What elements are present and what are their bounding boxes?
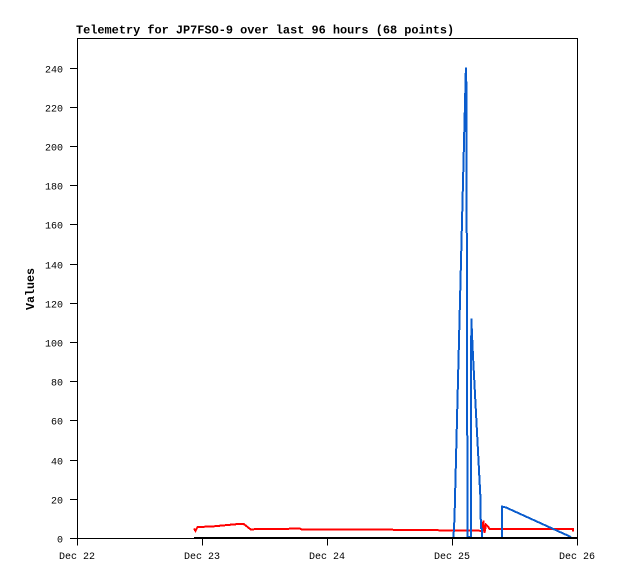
svg-text:80: 80: [51, 379, 63, 390]
svg-text:Values: Values: [24, 268, 38, 310]
svg-text:20: 20: [51, 497, 63, 508]
svg-text:120: 120: [45, 301, 63, 312]
svg-text:Dec 22: Dec 22: [59, 552, 95, 563]
svg-text:200: 200: [45, 144, 63, 155]
svg-text:220: 220: [45, 105, 63, 116]
svg-text:0: 0: [57, 536, 63, 547]
svg-text:100: 100: [45, 340, 63, 351]
svg-text:240: 240: [45, 66, 63, 77]
svg-text:40: 40: [51, 458, 63, 469]
svg-text:Telemetry for JP7FSO-9 over la: Telemetry for JP7FSO-9 over last 96 hour…: [76, 24, 454, 38]
svg-text:180: 180: [45, 183, 63, 194]
svg-text:Dec 25: Dec 25: [434, 552, 470, 563]
svg-text:60: 60: [51, 418, 63, 429]
svg-text:140: 140: [45, 262, 63, 273]
svg-text:Dec 24: Dec 24: [309, 552, 345, 563]
svg-text:Dec 23: Dec 23: [184, 552, 220, 563]
svg-text:160: 160: [45, 222, 63, 233]
svg-text:Dec 26: Dec 26: [559, 552, 595, 563]
